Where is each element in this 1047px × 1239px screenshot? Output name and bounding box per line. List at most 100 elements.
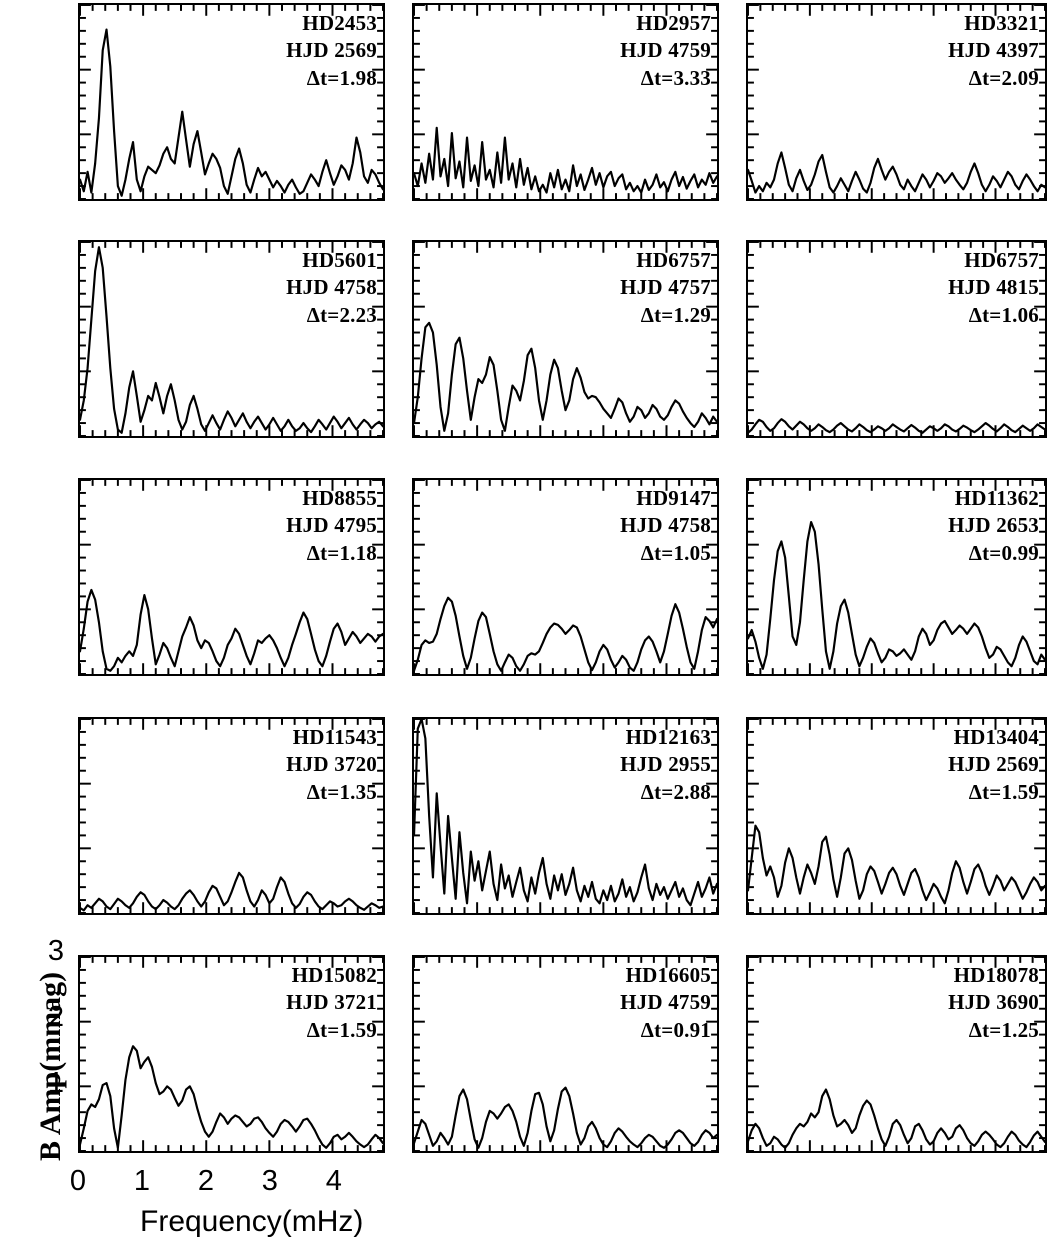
annotation-dt: Δt=1.98 bbox=[306, 65, 377, 90]
annotation-dt: Δt=2.88 bbox=[640, 779, 711, 804]
ytick-label-3: 3 bbox=[47, 935, 64, 967]
spectrum-trace bbox=[80, 588, 383, 672]
spectrum-trace bbox=[414, 1086, 717, 1149]
annotation-dt: Δt=1.59 bbox=[968, 779, 1039, 804]
annotation-hjd: HJD 3720 bbox=[286, 752, 377, 777]
spectrum-trace bbox=[748, 151, 1045, 194]
axis-ticks bbox=[80, 719, 383, 913]
spectrum-plot bbox=[414, 719, 717, 913]
annotation-hjd: HJD 2569 bbox=[948, 752, 1039, 777]
spectrum-plot bbox=[80, 957, 383, 1151]
panel-annotation: HD3321 HJD 4397 Δt=2.09 bbox=[948, 10, 1039, 92]
annotation-hjd: HJD 4815 bbox=[948, 275, 1039, 300]
spectrum-panel-hd18078: HD18078 HJD 3690 Δt=1.25 bbox=[746, 955, 1047, 1153]
annotation-hjd: HJD 4759 bbox=[620, 38, 711, 63]
axis-ticks bbox=[748, 719, 1045, 913]
annotation-hjd: HJD 3721 bbox=[286, 990, 377, 1015]
spectrum-trace bbox=[80, 871, 383, 912]
spectrum-trace bbox=[748, 1088, 1045, 1149]
axis-ticks bbox=[80, 480, 383, 674]
annotation-star: HD9147 bbox=[636, 486, 711, 510]
annotation-hjd: HJD 4759 bbox=[620, 990, 711, 1015]
spectrum-trace bbox=[748, 824, 1045, 905]
spectrum-plot bbox=[748, 957, 1045, 1151]
panel-annotation: HD15082 HJD 3721 Δt=1.59 bbox=[286, 962, 377, 1044]
spectrum-panel-hd11543: HD11543 HJD 3720 Δt=1.35 bbox=[78, 717, 385, 915]
panel-annotation: HD12163 HJD 2955 Δt=2.88 bbox=[620, 724, 711, 806]
annotation-hjd: HJD 4397 bbox=[948, 38, 1039, 63]
annotation-dt: Δt=1.29 bbox=[640, 302, 711, 327]
annotation-star: HD6757 bbox=[964, 248, 1039, 272]
annotation-star: HD6757 bbox=[636, 248, 711, 272]
annotation-star: HD11543 bbox=[292, 725, 377, 749]
annotation-hjd: HJD 2955 bbox=[620, 752, 711, 777]
annotation-dt: Δt=1.35 bbox=[306, 779, 377, 804]
panel-annotation: HD13404 HJD 2569 Δt=1.59 bbox=[948, 724, 1039, 806]
xtick-label-1: 1 bbox=[133, 1165, 151, 1197]
panel-annotation: HD18078 HJD 3690 Δt=1.25 bbox=[948, 962, 1039, 1044]
spectrum-plot bbox=[80, 719, 383, 913]
axis-ticks bbox=[748, 957, 1045, 1151]
panel-annotation: HD9147 HJD 4758 Δt=1.05 bbox=[620, 485, 711, 567]
annotation-dt: Δt=1.06 bbox=[968, 302, 1039, 327]
ytick-label-1: 1 bbox=[47, 1067, 64, 1099]
spectrum-panel-hd8855: HD8855 HJD 4795 Δt=1.18 bbox=[78, 478, 385, 676]
annotation-hjd: HJD 4758 bbox=[286, 275, 377, 300]
annotation-dt: Δt=2.09 bbox=[968, 65, 1039, 90]
annotation-star: HD12163 bbox=[625, 725, 711, 749]
spectrum-plot bbox=[414, 480, 717, 674]
annotation-dt: Δt=1.18 bbox=[306, 540, 377, 565]
annotation-dt: Δt=0.99 bbox=[968, 540, 1039, 565]
spectrum-panel-hd2957: HD2957 HJD 4759 Δt=3.33 bbox=[412, 3, 719, 201]
annotation-hjd: HJD 2653 bbox=[948, 513, 1039, 538]
spectrum-panel-hd11362: HD11362 HJD 2653 Δt=0.99 bbox=[746, 478, 1047, 676]
annotation-star: HD2453 bbox=[302, 11, 377, 35]
spectrum-trace bbox=[414, 321, 717, 432]
annotation-dt: Δt=1.59 bbox=[306, 1017, 377, 1042]
panel-annotation: HD11362 HJD 2653 Δt=0.99 bbox=[948, 485, 1039, 567]
panel-annotation: HD11543 HJD 3720 Δt=1.35 bbox=[286, 724, 377, 806]
annotation-dt: Δt=1.25 bbox=[968, 1017, 1039, 1042]
panel-annotation: HD2453 HJD 2569 Δt=1.98 bbox=[286, 10, 377, 92]
ytick-label-2: 2 bbox=[47, 1001, 64, 1033]
annotation-star: HD11362 bbox=[954, 486, 1039, 510]
x-axis-label: Frequency(mHz) bbox=[140, 1205, 364, 1238]
annotation-dt: Δt=2.23 bbox=[306, 302, 377, 327]
spectrum-trace bbox=[80, 28, 383, 197]
annotation-hjd: HJD 3690 bbox=[948, 990, 1039, 1015]
panel-annotation: HD2957 HJD 4759 Δt=3.33 bbox=[620, 10, 711, 92]
spectrum-plot bbox=[748, 480, 1045, 674]
spectrum-trace bbox=[414, 126, 717, 194]
panel-annotation: HD8855 HJD 4795 Δt=1.18 bbox=[286, 485, 377, 567]
xtick-label-4: 4 bbox=[325, 1165, 342, 1197]
xtick-label-3: 3 bbox=[261, 1165, 278, 1197]
spectrum-plot bbox=[414, 5, 717, 199]
annotation-hjd: HJD 4757 bbox=[620, 275, 711, 300]
panel-annotation: HD6757 HJD 4815 Δt=1.06 bbox=[948, 247, 1039, 329]
spectrum-panel-hd12163: HD12163 HJD 2955 Δt=2.88 bbox=[412, 717, 719, 915]
annotation-star: HD3321 bbox=[964, 11, 1039, 35]
spectrum-plot bbox=[748, 5, 1045, 199]
spectrum-plot bbox=[80, 5, 383, 199]
spectrum-panel-hd3321: HD3321 HJD 4397 Δt=2.09 bbox=[746, 3, 1047, 201]
annotation-star: HD2957 bbox=[636, 11, 711, 35]
spectrum-trace bbox=[80, 246, 383, 434]
spectrum-trace bbox=[80, 1045, 383, 1149]
xtick-label-0: 0 bbox=[69, 1165, 87, 1197]
annotation-hjd: HJD 4758 bbox=[620, 513, 711, 538]
annotation-star: HD8855 bbox=[302, 486, 377, 510]
axis-ticks bbox=[414, 957, 717, 1151]
axis-ticks bbox=[414, 5, 717, 199]
spectrum-plot bbox=[414, 957, 717, 1151]
spectrum-panel-hd16605: HD16605 HJD 4759 Δt=0.91 bbox=[412, 955, 719, 1153]
annotation-dt: Δt=0.91 bbox=[640, 1017, 711, 1042]
spectrum-panel-hd9147: HD9147 HJD 4758 Δt=1.05 bbox=[412, 478, 719, 676]
annotation-dt: Δt=3.33 bbox=[640, 65, 711, 90]
axis-ticks bbox=[414, 719, 717, 913]
spectrum-plot bbox=[748, 719, 1045, 913]
annotation-star: HD5601 bbox=[302, 248, 377, 272]
axis-ticks bbox=[748, 5, 1045, 199]
spectrum-plot bbox=[748, 242, 1045, 436]
spectrum-trace bbox=[748, 418, 1045, 434]
